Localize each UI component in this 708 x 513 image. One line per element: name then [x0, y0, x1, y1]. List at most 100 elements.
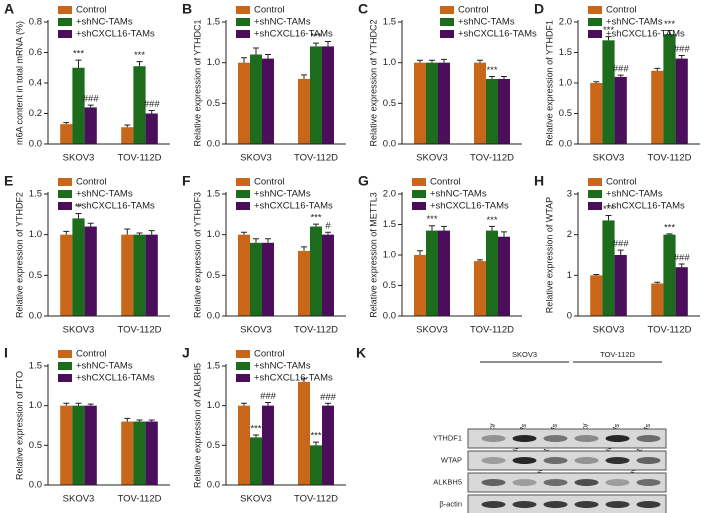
- error-bar: [124, 417, 131, 422]
- bar: [322, 234, 334, 316]
- error-bar: [666, 233, 673, 235]
- error-bar: [654, 281, 661, 284]
- error-bar: [87, 222, 94, 227]
- y-tick-label: 0.8: [29, 17, 42, 28]
- y-tick-label: 1: [567, 270, 572, 281]
- x-tick-label: SKOV3: [240, 494, 272, 505]
- error-bar: [501, 231, 507, 237]
- bar: [675, 58, 688, 144]
- y-axis-label: Relative expression of YTHDC2: [368, 20, 378, 147]
- blot-band: [636, 435, 661, 442]
- x-tick-label: SKOV3: [240, 153, 272, 164]
- error-bar: [666, 30, 673, 35]
- bar: [675, 267, 688, 316]
- x-tick-label: SKOV3: [240, 325, 272, 336]
- y-tick-label: 0.5: [207, 98, 220, 109]
- significance-label: ***: [310, 431, 321, 442]
- y-tick-label: 0.0: [559, 139, 572, 150]
- y-tick-label: 0.5: [383, 98, 396, 109]
- protein-label: YTHDF1: [433, 433, 462, 442]
- error-bar: [148, 419, 155, 422]
- legend-swatch: [236, 18, 250, 26]
- significance-label: ***: [664, 19, 675, 30]
- y-axis-label: Relative expression of ALKBH5: [192, 363, 202, 488]
- legend-label: Control: [606, 5, 637, 16]
- bar: [133, 66, 146, 144]
- bar: [438, 230, 450, 316]
- legend-label: +shNC-TAMs: [458, 17, 515, 28]
- error-bar: [124, 124, 131, 128]
- blot-band: [481, 479, 506, 486]
- error-bar: [241, 231, 247, 235]
- error-bar: [325, 41, 331, 47]
- significance-label: ###: [613, 64, 630, 75]
- legend-swatch: [412, 190, 426, 198]
- y-tick-label: 1.5: [207, 17, 220, 28]
- error-bar: [605, 215, 612, 221]
- blot-band: [605, 501, 630, 508]
- error-bar: [678, 55, 685, 59]
- blot-band: [481, 501, 506, 508]
- error-bar: [313, 42, 319, 47]
- bar: [262, 58, 274, 144]
- y-axis-label: Relative expression of YTHDC1: [192, 20, 202, 147]
- bar: [262, 405, 274, 485]
- bar: [238, 405, 250, 485]
- y-tick-label: 0.0: [383, 311, 396, 322]
- protein-label: β-actin: [439, 499, 462, 508]
- blot-band: [574, 501, 599, 508]
- blot-band: [543, 457, 568, 464]
- y-axis-label: Relative expression of WTAP: [544, 197, 554, 313]
- y-tick-label: 0.5: [207, 440, 220, 451]
- legend-label: +shCXCL16-TAMs: [254, 201, 333, 212]
- y-tick-label: 0.0: [29, 480, 42, 491]
- bar: [84, 226, 97, 316]
- significance-label: ###: [83, 94, 100, 105]
- error-bar: [63, 122, 70, 125]
- x-tick-label: SKOV3: [63, 494, 95, 505]
- legend-label: +shNC-TAMs: [254, 361, 311, 372]
- legend-swatch: [412, 202, 426, 210]
- y-axis-label: Relative expression of METTL3: [368, 192, 378, 318]
- legend-label: Control: [606, 177, 637, 188]
- panel-letter: I: [4, 345, 8, 361]
- significance-label: ###: [144, 99, 161, 110]
- blot-band: [636, 501, 661, 508]
- legend-swatch: [440, 30, 454, 38]
- error-bar: [325, 231, 331, 235]
- panel-letter: H: [534, 173, 544, 189]
- bar: [663, 234, 676, 316]
- x-tick-label: SKOV3: [593, 325, 625, 336]
- blot-band: [512, 457, 537, 464]
- bar: [121, 234, 134, 316]
- legend-swatch: [58, 202, 72, 210]
- y-tick-label: 0.5: [383, 280, 396, 291]
- error-bar: [441, 225, 447, 231]
- bar: [133, 421, 146, 485]
- error-bar: [253, 434, 259, 438]
- y-tick-label: 0.0: [207, 480, 220, 491]
- legend-swatch: [236, 6, 250, 14]
- error-bar: [617, 249, 624, 255]
- bar: [486, 78, 498, 144]
- legend-swatch: [588, 6, 602, 14]
- legend-label: Control: [76, 5, 107, 16]
- y-tick-label: 0.4: [29, 78, 42, 89]
- legend-swatch: [236, 178, 250, 186]
- legend-swatch: [58, 30, 72, 38]
- error-bar: [265, 401, 271, 406]
- x-tick-label: TOV-112D: [117, 494, 161, 505]
- error-bar: [148, 230, 155, 235]
- y-tick-label: 0.5: [559, 108, 572, 119]
- error-bar: [501, 75, 507, 79]
- y-tick-label: 0.0: [29, 139, 42, 150]
- legend-swatch: [588, 18, 602, 26]
- significance-label: ###: [260, 391, 277, 402]
- bar: [614, 76, 627, 144]
- bar: [426, 62, 438, 144]
- bar: [602, 40, 615, 144]
- bar: [414, 255, 426, 316]
- protein-label: WTAP: [441, 455, 462, 464]
- error-bar: [75, 213, 82, 219]
- blot-band: [543, 435, 568, 442]
